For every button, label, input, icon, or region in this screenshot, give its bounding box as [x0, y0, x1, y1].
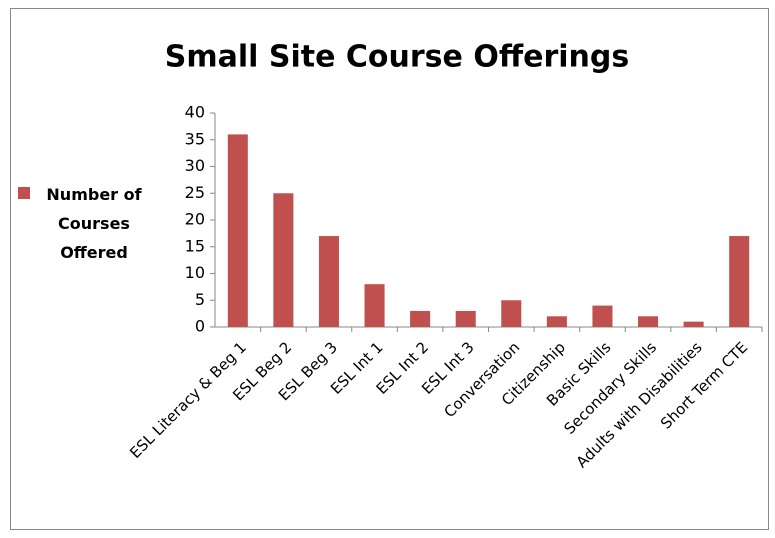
legend-label: Number of Courses Offered [46, 185, 142, 262]
chart-title: Small Site Course Offerings [165, 40, 630, 75]
legend-key [18, 187, 30, 199]
bar [592, 305, 613, 327]
legend: Number of Courses Offered [18, 180, 158, 267]
y-tick-label: 15 [185, 236, 205, 255]
bar [227, 134, 248, 327]
y-tick-label: 5 [195, 290, 205, 309]
chart-border [10, 8, 769, 530]
bar [501, 300, 522, 327]
bar [273, 193, 294, 327]
y-tick-label: 25 [185, 183, 205, 202]
bar [546, 316, 567, 327]
bar [410, 310, 431, 327]
y-tick-label: 35 [185, 129, 205, 148]
bar [638, 316, 659, 327]
bar [455, 310, 476, 327]
bar [683, 321, 704, 327]
y-tick-label: 30 [185, 156, 205, 175]
bar [364, 284, 385, 327]
bar [318, 236, 339, 327]
y-tick-label: 10 [185, 263, 205, 282]
y-tick-label: 0 [195, 317, 205, 336]
y-tick-label: 20 [185, 210, 205, 229]
bar [729, 236, 750, 327]
y-tick-label: 40 [185, 103, 205, 122]
